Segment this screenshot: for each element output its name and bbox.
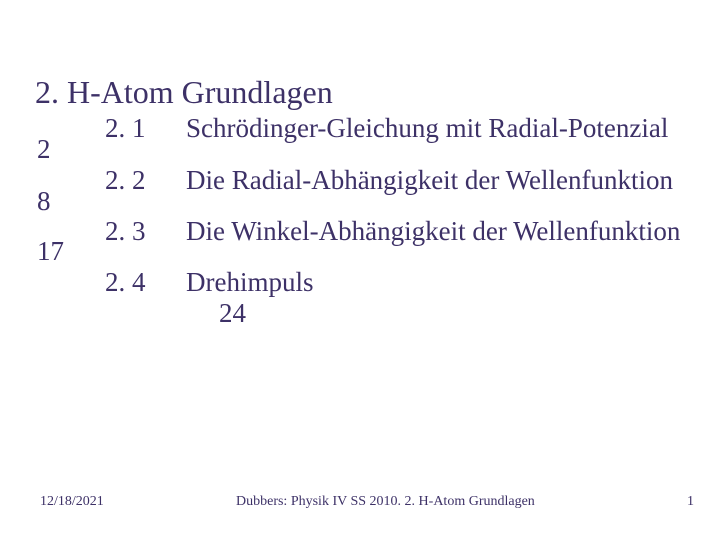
section-sub: 24: [219, 298, 246, 329]
slide-title: 2. H-Atom Grundlagen: [35, 74, 333, 111]
footer-center: Dubbers: Physik IV SS 2010. 2. H-Atom Gr…: [236, 494, 535, 510]
section-number: 2. 1: [105, 113, 146, 144]
section-page: 17: [37, 236, 64, 267]
section-page: 8: [37, 186, 51, 217]
footer-date: 12/18/2021: [40, 494, 104, 510]
section-text: Die Winkel-Abhängigkeit der Wellenfunkti…: [186, 216, 680, 247]
section-number: 2. 3: [105, 216, 146, 247]
section-text: Schrödinger-Gleichung mit Radial-Potenzi…: [186, 113, 668, 144]
footer-page-number: 1: [687, 494, 694, 510]
section-number: 2. 2: [105, 165, 146, 196]
section-number: 2. 4: [105, 267, 146, 298]
section-text: Die Radial-Abhängigkeit der Wellenfunkti…: [186, 165, 673, 196]
section-text: Drehimpuls: [186, 267, 314, 298]
section-page: 2: [37, 134, 51, 165]
